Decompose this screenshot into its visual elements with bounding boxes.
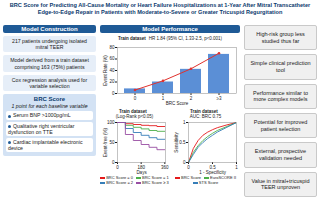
html-text:BRC Score ≥ 3: BRC Score ≥ 3 — [142, 180, 169, 185]
html-text:Cardiac implantable electronic: Cardiac implantable electronic device — [8, 139, 83, 152]
svg-text:1: 1 — [183, 120, 186, 125]
svg-text:0: 0 — [112, 91, 115, 96]
html-text:STS Score: STS Score — [198, 180, 219, 185]
svg-text:1: 1 — [162, 96, 165, 101]
svg-text:180: 180 — [137, 164, 145, 170]
svg-text:360: 360 — [161, 165, 169, 170]
html-text:BRC Score = 1: BRC Score = 1 — [142, 175, 169, 180]
svg-text:0.5: 0.5 — [209, 164, 216, 170]
svg-text:60: 60 — [109, 56, 115, 61]
html-text:BRC Score = 0: BRC Score = 0 — [106, 175, 133, 180]
html-text:BRC Score for Predicting All-C: BRC Score for Predicting All-Cause Morta… — [9, 2, 311, 15]
svg-text:≥3: ≥3 — [217, 96, 222, 101]
svg-text:0: 0 — [112, 160, 115, 165]
html-text:Model Performance: Model Performance — [142, 26, 198, 32]
html-text:Potential for improved patient: Potential for improved patient selection — [253, 119, 308, 132]
html-text:BRC Score = 2: BRC Score = 2 — [106, 180, 134, 185]
svg-text:Sensitivity: Sensitivity — [174, 132, 179, 153]
html-text:AUC: BRC 0.75: AUC: BRC 0.75 — [189, 114, 222, 119]
svg-text:0.5: 0.5 — [179, 140, 186, 145]
html-text:HR 1.84 (95% CI, 1.33-2.5, p<0: HR 1.84 (95% CI, 1.33-2.5, p<0.001) — [148, 36, 223, 41]
html-text:Value in mitral+tricuspid TEER: Value in mitral+tricuspid TEER unproven — [251, 177, 310, 191]
svg-text:BRC Score: BRC Score — [166, 101, 189, 106]
html-text:Qualitative right ventricular: Qualitative right ventricular dysfunctio… — [8, 122, 75, 135]
svg-text:1 - Specificity: 1 - Specificity — [199, 170, 227, 175]
html-text:Serum BNP >1000pg/mL: Serum BNP >1000pg/mL — [13, 112, 71, 119]
svg-text:20: 20 — [109, 79, 115, 84]
html-text:Train dataset: Train dataset — [117, 36, 146, 41]
html-text:Train dataset: Train dataset — [190, 109, 218, 114]
html-text:High-risk group less studied t: High-risk group less studied thus far — [256, 31, 305, 44]
html-text:(Log-Rank p<0.05): (Log-Rank p<0.05) — [115, 114, 154, 119]
html-text:BRC Score: BRC Score — [181, 175, 201, 180]
svg-text:Days: Days — [136, 170, 147, 175]
html-text:Model derived from a train dat: Model derived from a train dataset compr… — [10, 57, 89, 70]
html-text:217 patients undergoing isolat: 217 patients undergoing isolated mitral … — [12, 38, 87, 51]
html-text:Cox regression analysis used f: Cox regression analysis used for variabl… — [11, 76, 88, 89]
svg-text:80: 80 — [109, 45, 115, 50]
svg-text:40: 40 — [109, 68, 115, 73]
html-text:Simple clinical prediction too: Simple clinical prediction tool — [250, 60, 311, 73]
svg-text:100: 100 — [107, 120, 115, 125]
svg-text:Event Rate (%): Event Rate (%) — [103, 55, 108, 86]
svg-text:Event-free (%): Event-free (%) — [103, 127, 108, 157]
svg-text:0: 0 — [116, 165, 119, 170]
html-text:Performance similar to more co: Performance similar to more complex mode… — [253, 89, 308, 103]
html-text:Model Construction: Model Construction — [21, 26, 78, 32]
html-text:Train dataset: Train dataset — [119, 109, 147, 114]
html-text:External, prospective validati: External, prospective validation needed — [254, 148, 307, 161]
svg-text:50: 50 — [109, 140, 115, 145]
html-text:EuroSCORE II: EuroSCORE II — [210, 175, 236, 180]
html-text:1 point for each baseline vari: 1 point for each baseline variable — [11, 103, 88, 110]
svg-text:1: 1 — [235, 165, 238, 170]
svg-text:0: 0 — [187, 165, 190, 170]
svg-text:2: 2 — [190, 96, 193, 101]
svg-text:0: 0 — [183, 160, 186, 165]
svg-text:0: 0 — [134, 96, 137, 101]
html-text:BRC Score: BRC Score — [33, 96, 66, 103]
